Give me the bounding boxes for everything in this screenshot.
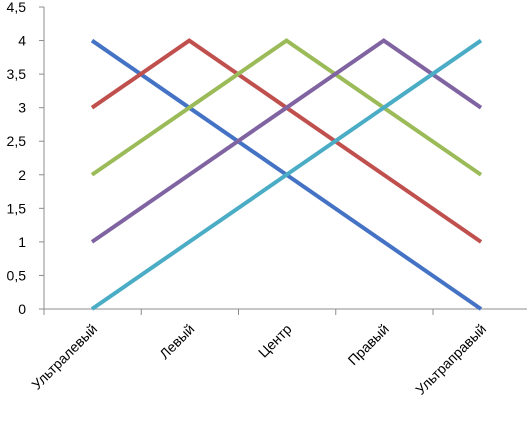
y-tick-label: 1 (18, 234, 26, 250)
x-tick-label: Правый (345, 321, 392, 368)
y-tick-label: 0 (18, 301, 26, 317)
y-tick-label: 4 (18, 33, 26, 49)
series-line-4 (90, 38, 483, 244)
chart-axes (43, 7, 527, 310)
y-tick-label: 3,5 (7, 66, 27, 82)
y-tick-label: 0,5 (7, 267, 27, 283)
y-tick-label: 2,5 (7, 133, 27, 149)
x-tick-label: Ультраправый (412, 321, 489, 398)
y-tick-label: 3 (18, 100, 26, 116)
series-line-2 (90, 38, 483, 244)
y-tick-label: 2 (18, 167, 26, 183)
x-tick-label: Ультралевый (28, 321, 100, 393)
series-line-5 (90, 38, 483, 311)
y-tick-label: 1,5 (7, 200, 27, 216)
x-axis-ticks: Ультралевый Левый Центр Правый Ультраправый (28, 309, 489, 398)
x-tick-label: Центр (255, 321, 295, 361)
series-lines (90, 38, 483, 311)
y-tick-label: 4,5 (7, 0, 27, 15)
x-tick-label: Левый (156, 321, 197, 362)
series-line-3 (90, 38, 483, 177)
y-axis-ticks: 0 0,5 1 1,5 2 2,5 3 3,5 4 4,5 (7, 0, 44, 317)
